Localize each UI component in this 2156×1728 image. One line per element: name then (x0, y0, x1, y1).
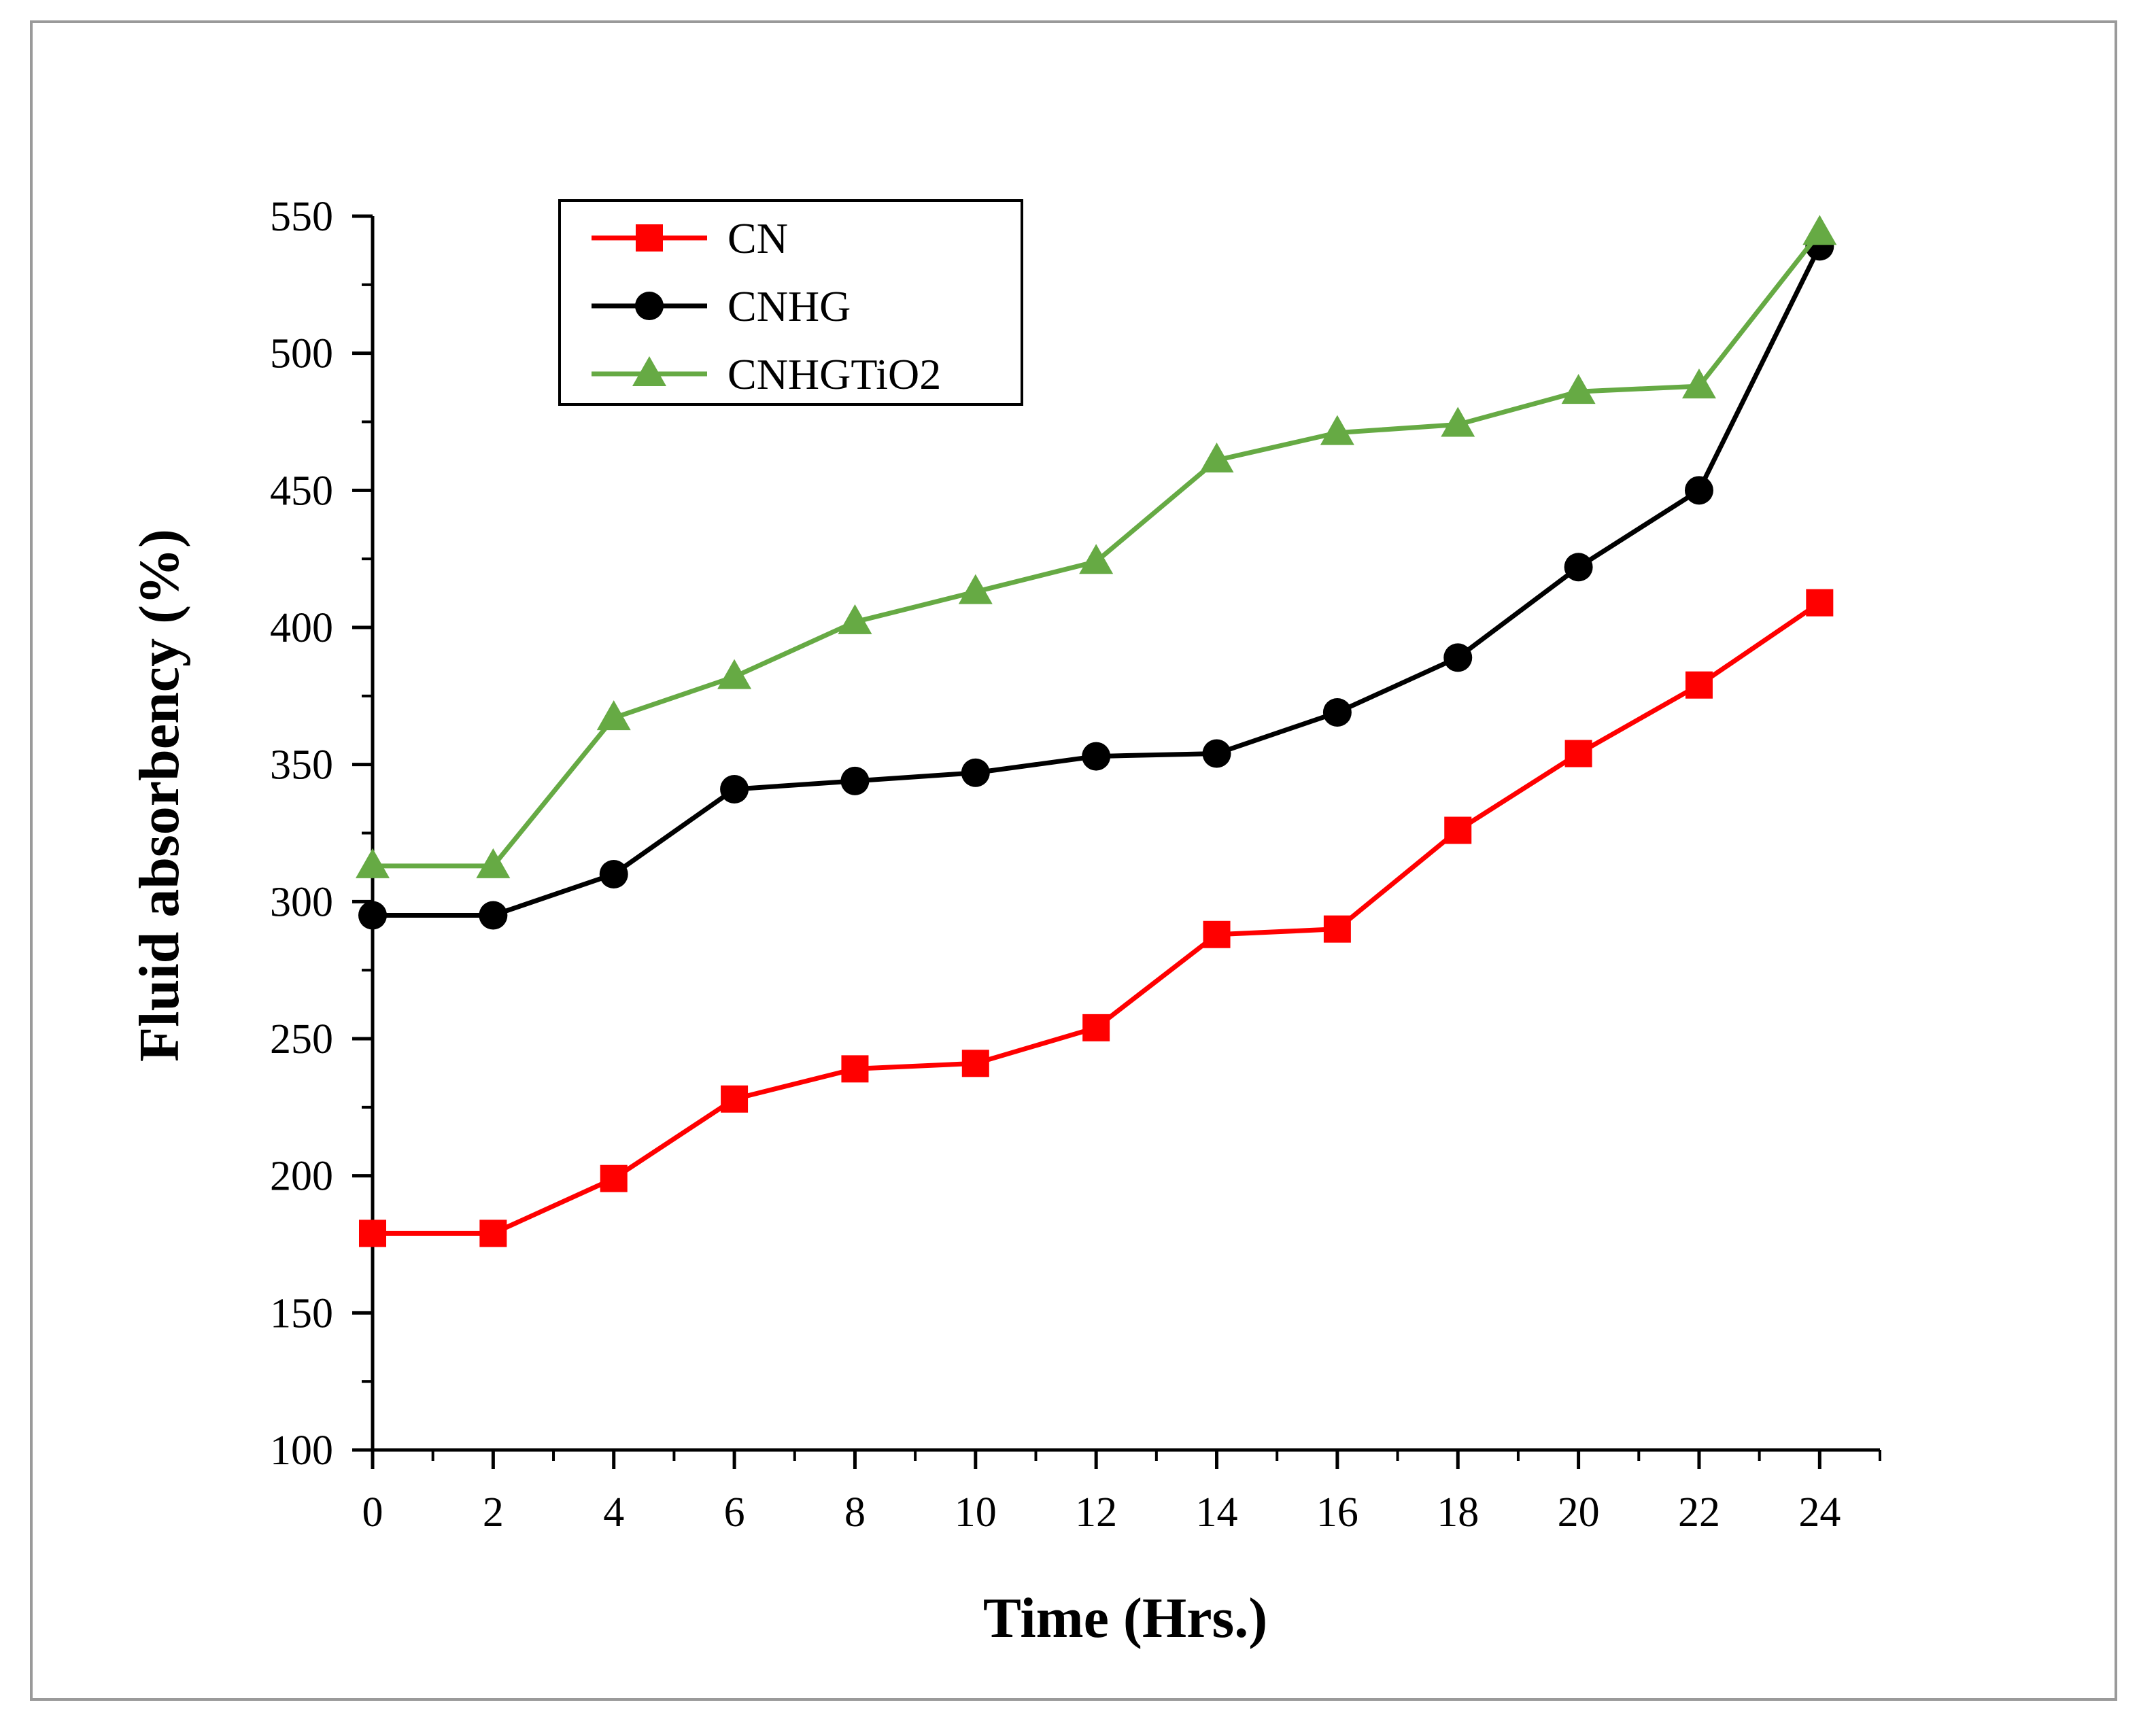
point-cnhg-20 (1564, 553, 1593, 582)
y-tick-label-500: 500 (270, 331, 333, 377)
point-cn-10 (961, 1050, 989, 1077)
y-axis-title: Fluid absorbency (%) (128, 529, 191, 1062)
point-cnhgtio2-22 (1681, 368, 1716, 399)
point-cn-6 (721, 1085, 749, 1113)
series-layer (356, 215, 1837, 1247)
point-cn-24 (1806, 589, 1834, 617)
x-tick-label-20: 20 (1558, 1489, 1600, 1536)
x-tick-label-12: 12 (1075, 1489, 1117, 1536)
point-cnhg-4 (599, 860, 628, 888)
x-axis-title: Time (Hrs.) (983, 1587, 1267, 1650)
legend-label-cn: CN (728, 214, 788, 262)
legend-label-cnhg: CNHG (728, 282, 851, 330)
y-tick-label-550: 550 (270, 194, 333, 240)
point-cnhgtio2-8 (838, 604, 872, 634)
point-cnhg-12 (1082, 742, 1111, 771)
point-cnhgtio2-20 (1561, 374, 1596, 404)
point-cnhg-14 (1202, 739, 1231, 768)
x-tick-label-6: 6 (724, 1489, 745, 1536)
series-cnhg (358, 232, 1834, 930)
point-cnhg-10 (961, 758, 990, 787)
legend-label-cnhgtio2: CNHGTiO2 (728, 350, 941, 398)
point-cnhgtio2-6 (717, 659, 752, 689)
x-tick-label-10: 10 (955, 1489, 997, 1536)
point-cn-4 (600, 1164, 628, 1192)
point-cnhgtio2-24 (1802, 215, 1837, 245)
x-tick-label-16: 16 (1316, 1489, 1358, 1536)
axes: 0 2 4 6 8 10 12 14 16 18 20 22 241001502002503003504… (270, 194, 1881, 1536)
y-tick-label-200: 200 (270, 1154, 333, 1200)
x-tick-label-4: 4 (603, 1489, 624, 1536)
point-cnhg-16 (1322, 698, 1352, 727)
point-cnhgtio2-18 (1441, 407, 1475, 437)
point-cnhgtio2-14 (1199, 442, 1234, 472)
legend-marker-cnhg (635, 292, 664, 320)
point-cn-20 (1564, 740, 1592, 767)
y-tick-label-150: 150 (270, 1290, 333, 1336)
point-cnhgtio2-0 (356, 848, 390, 878)
y-tick-label-400: 400 (270, 605, 333, 651)
point-cn-12 (1082, 1014, 1110, 1041)
series-cn (359, 589, 1834, 1247)
y-tick-label-100: 100 (270, 1428, 333, 1474)
x-tick-label-18: 18 (1437, 1489, 1479, 1536)
x-tick-label-8: 8 (844, 1489, 866, 1536)
x-tick-label-22: 22 (1678, 1489, 1720, 1536)
point-cnhg-0 (358, 901, 387, 930)
point-cnhg-2 (479, 901, 508, 930)
point-cn-2 (479, 1220, 507, 1247)
point-cnhgtio2-4 (596, 700, 631, 731)
legend-marker-cnhgtio2 (632, 356, 666, 386)
point-cn-18 (1444, 816, 1472, 844)
y-tick-label-300: 300 (270, 879, 333, 925)
y-tick-label-250: 250 (270, 1016, 333, 1062)
point-cnhgtio2-10 (958, 574, 993, 604)
point-cnhg-6 (720, 774, 749, 803)
point-cn-22 (1685, 671, 1713, 699)
y-tick-label-450: 450 (270, 468, 333, 514)
point-cnhg-8 (840, 766, 870, 795)
series-cnhgtio2 (356, 215, 1837, 878)
x-tick-label-14: 14 (1196, 1489, 1238, 1536)
point-cn-16 (1323, 915, 1351, 943)
point-cnhgtio2-12 (1079, 544, 1114, 574)
y-tick-label-350: 350 (270, 742, 333, 789)
x-tick-label-24: 24 (1798, 1489, 1841, 1536)
series-line-cn (373, 600, 1821, 1236)
point-cnhgtio2-16 (1320, 415, 1354, 445)
x-tick-label-0: 0 (362, 1489, 383, 1536)
point-cn-14 (1203, 920, 1231, 948)
point-cnhg-18 (1443, 643, 1473, 672)
legend: CN CNHG CNHGTiO2 (558, 199, 1023, 406)
point-cn-0 (359, 1220, 386, 1247)
legend-marker-cn (636, 224, 663, 252)
point-cn-8 (841, 1055, 869, 1083)
x-tick-label-2: 2 (483, 1489, 504, 1536)
point-cnhg-22 (1684, 476, 1713, 505)
point-cnhgtio2-2 (476, 848, 511, 878)
